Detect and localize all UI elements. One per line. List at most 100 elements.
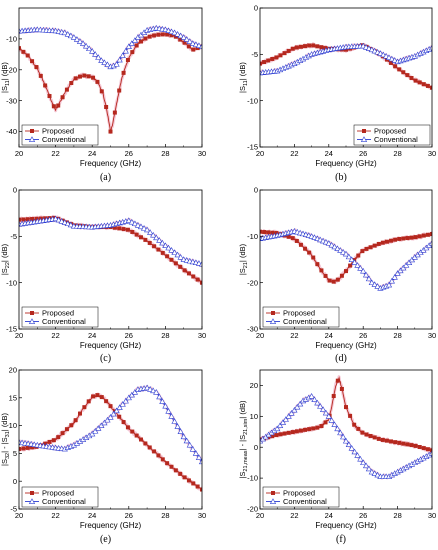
data-point — [384, 438, 389, 443]
y-tick-label: -10 — [247, 232, 258, 241]
data-point — [331, 279, 336, 284]
data-point — [195, 454, 202, 460]
data-point — [51, 104, 56, 109]
data-point — [291, 406, 298, 413]
data-point — [30, 445, 35, 450]
data-point — [64, 87, 69, 92]
y-tick-label: 0 — [13, 186, 17, 195]
data-point — [131, 37, 139, 43]
data-point — [389, 439, 394, 444]
data-point — [180, 34, 187, 40]
data-point — [64, 31, 71, 37]
data-point — [430, 85, 432, 90]
data-point — [368, 468, 375, 475]
data-point — [266, 230, 271, 235]
data-point — [383, 52, 390, 59]
data-point — [174, 423, 181, 429]
x-tick-label: 26 — [359, 331, 367, 340]
data-point — [192, 450, 200, 456]
data-point — [421, 82, 426, 87]
data-point — [121, 420, 126, 425]
legend-entry: Conventional — [42, 317, 86, 326]
x-tick-label: 28 — [161, 511, 169, 520]
data-point — [413, 443, 418, 448]
data-point — [371, 281, 378, 287]
data-point — [182, 475, 187, 480]
x-tick-label: 24 — [88, 331, 96, 340]
data-point — [270, 230, 275, 235]
noise-band — [19, 25, 202, 134]
legend-marker — [30, 491, 34, 495]
data-point — [200, 280, 202, 285]
data-point — [110, 410, 117, 417]
data-point — [270, 56, 275, 61]
data-point — [165, 254, 170, 259]
data-point — [78, 411, 82, 416]
y-tick-label: 0 — [254, 443, 258, 452]
data-point — [108, 404, 113, 409]
data-point — [344, 405, 348, 410]
data-point — [331, 243, 338, 250]
data-point — [91, 75, 96, 80]
data-point — [342, 250, 350, 257]
data-point — [303, 246, 308, 251]
panel-label: (e) — [100, 534, 111, 545]
y-tick-label: -10 — [247, 96, 258, 105]
data-point — [51, 438, 56, 443]
data-point — [348, 445, 355, 451]
data-point — [385, 54, 393, 60]
data-point — [150, 231, 157, 238]
data-point — [162, 26, 169, 33]
data-point — [147, 386, 154, 392]
data-point — [285, 413, 292, 419]
data-point — [413, 78, 418, 83]
y-tick-label: 10 — [250, 412, 258, 421]
data-point — [19, 46, 21, 51]
data-point — [325, 413, 332, 419]
data-point — [169, 257, 174, 262]
data-point — [58, 217, 65, 224]
data-point — [384, 239, 389, 244]
data-point — [30, 216, 35, 221]
legend-marker — [271, 311, 275, 315]
data-point — [122, 47, 129, 54]
data-point — [368, 279, 375, 286]
x-tick-label: 22 — [290, 511, 298, 520]
y-tick-label: 15 — [9, 393, 17, 402]
data-point — [101, 59, 108, 65]
data-point — [43, 83, 48, 88]
data-point — [274, 433, 279, 438]
data-point — [56, 435, 61, 440]
data-point — [117, 226, 122, 231]
data-point — [67, 221, 74, 228]
y-tick-label: 0 — [13, 477, 17, 486]
data-point — [262, 230, 267, 235]
data-point — [311, 255, 316, 260]
data-point — [200, 487, 202, 492]
data-point — [319, 424, 324, 429]
y-tick-label: 20 — [250, 381, 258, 390]
noise-trace — [19, 392, 202, 491]
data-point — [189, 40, 196, 46]
y-tick-label: -30 — [6, 96, 17, 105]
data-point — [354, 452, 361, 458]
data-point — [104, 104, 109, 109]
data-point — [371, 470, 378, 476]
data-point — [198, 458, 202, 465]
data-point — [134, 433, 139, 438]
x-tick-label: 22 — [51, 149, 59, 158]
data-point — [391, 274, 398, 280]
y-tick-label: 0 — [254, 186, 258, 195]
y-tick-label: -5 — [10, 232, 17, 241]
legend-marker — [269, 318, 277, 324]
data-point — [311, 43, 316, 48]
data-point — [156, 237, 163, 243]
data-point — [260, 229, 262, 234]
x-tick-label: 28 — [393, 331, 401, 340]
data-point — [82, 42, 90, 49]
data-point — [117, 88, 122, 93]
data-point — [376, 241, 381, 246]
data-point — [152, 449, 157, 454]
data-point — [286, 430, 291, 435]
